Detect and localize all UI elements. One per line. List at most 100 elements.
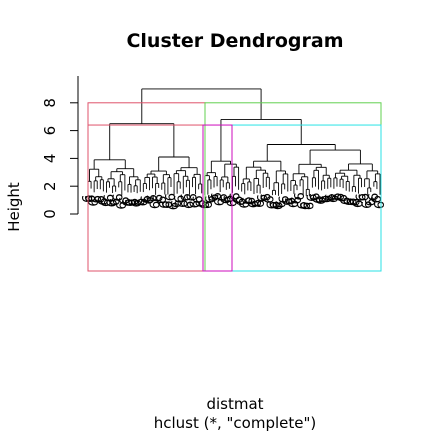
y-tick-label: 6: [41, 126, 59, 136]
leaf-label: 6: [262, 195, 277, 203]
leaf-label: 6: [336, 194, 351, 202]
leaf-label: 6: [210, 192, 225, 200]
leaf-label: 6: [222, 195, 237, 203]
leaf-label: 6: [265, 201, 280, 209]
leaf-label: 6: [149, 201, 164, 209]
leaf-label: 6: [238, 200, 253, 208]
dendrogram-tree: [87, 88, 381, 196]
leaf-label: 6: [275, 200, 290, 208]
leaf-label: 6: [112, 193, 127, 201]
leaf-label: 6: [124, 199, 139, 207]
leaf-label: 6: [250, 199, 265, 207]
leaf-label: 6: [339, 197, 354, 205]
cluster-rectangles: [87, 102, 382, 272]
leaf-label: 6: [281, 197, 296, 205]
cluster-5-rect: [202, 124, 233, 272]
leaf-label: 6: [235, 198, 250, 206]
leaf-label: 6: [127, 198, 142, 206]
leaf-label: 6: [308, 193, 323, 201]
leaf-label: 6: [225, 199, 240, 207]
leaf-label: 6: [164, 193, 179, 201]
leaf-label: 6: [342, 198, 357, 206]
leaf-label: 6: [170, 200, 185, 208]
leaf-label: 6: [136, 198, 151, 206]
leaf-label: 6: [345, 198, 360, 206]
leaf-label: 6: [229, 192, 244, 200]
leaf-label: 6: [324, 193, 339, 201]
leaf-label: 6: [296, 201, 311, 209]
leaf-label: 6: [99, 199, 114, 207]
leaf-label: 6: [155, 196, 170, 204]
y-tick-label: 4: [41, 154, 59, 164]
leaf-label: 6: [142, 196, 157, 204]
leaf-label: 6: [361, 201, 376, 209]
leaf-label: 6: [118, 196, 133, 204]
leaf-label: 6: [84, 195, 99, 203]
leaf-label: 6: [232, 196, 247, 204]
leaf-label: 6: [241, 196, 256, 204]
leaf-label: 6: [103, 194, 118, 202]
leaf-label: 6: [364, 198, 379, 206]
chart-title: Cluster Dendrogram: [126, 30, 343, 52]
leaf-label: 6: [355, 193, 370, 201]
y-tick-label: 2: [41, 181, 59, 191]
leaf-label: 6: [109, 198, 124, 206]
leaf-label: 6: [133, 198, 148, 206]
leaf-label: 6: [278, 195, 293, 203]
leaf-label: 6: [161, 201, 176, 209]
leaf-label: 6: [186, 193, 201, 201]
leaf-label: 6: [284, 197, 299, 205]
leaf-label: 6: [302, 202, 317, 210]
leaf-label: 6: [367, 193, 382, 201]
leaf-label: 6: [158, 201, 173, 209]
leaf-label: 6: [204, 195, 219, 203]
leaf-label: 6: [219, 196, 234, 204]
leaf-label: 6: [167, 202, 182, 210]
leaf-label: 6: [293, 192, 308, 200]
leaf-label: 6: [272, 202, 287, 210]
leaf-label: 6: [182, 201, 197, 209]
leaf-label: 6: [256, 194, 271, 202]
leaf-label: 6: [130, 199, 145, 207]
leaf-label: 6: [139, 195, 154, 203]
leaf-label: 6: [173, 195, 188, 203]
leaf-label: 6: [152, 194, 167, 202]
leaf-label: 6: [213, 198, 228, 206]
leaf-label: 6: [93, 195, 108, 203]
leaf-label: 6: [327, 195, 342, 203]
y-tick-label: 0: [41, 209, 59, 219]
x-axis-label: distmat: [206, 395, 263, 413]
leaf-label: 6: [370, 195, 385, 203]
leaf-label: 6: [287, 200, 302, 208]
leaf-label: 6: [244, 197, 259, 205]
leaf-label: 6: [96, 197, 111, 205]
leaf-label: 6: [330, 193, 345, 201]
leaf-label: 6: [195, 199, 210, 207]
leaf-label: 6: [351, 200, 366, 208]
leaf-label: 6: [90, 195, 105, 203]
leaf-label: 6: [348, 198, 363, 206]
leaf-label: 6: [259, 193, 274, 201]
leaf-label: 6: [333, 193, 348, 201]
y-axis: 0 2 4 6 8: [41, 76, 79, 219]
y-tick-label: 8: [41, 98, 59, 108]
leaf-label: 6: [299, 202, 314, 210]
leaf-label: 6: [121, 198, 136, 206]
leaf-label: 6: [189, 200, 204, 208]
leaf-label: 6: [106, 199, 121, 207]
leaf-label: 6: [207, 194, 222, 202]
leaf-label: 6: [179, 193, 194, 201]
leaf-label: 6: [290, 196, 305, 204]
leaf-label: 6: [321, 195, 336, 203]
y-axis-label: Height: [5, 182, 23, 232]
leaf-labels: 6666666666666666666666666666666666666666…: [81, 192, 388, 210]
leaf-label: 6: [247, 200, 262, 208]
leaf-label: 6: [268, 201, 283, 209]
leaf-label: 6: [253, 200, 268, 208]
leaf-label: 6: [87, 198, 102, 206]
leaf-label: 6: [176, 200, 191, 208]
leaf-label: 6: [318, 195, 333, 203]
leaf-label: 6: [216, 193, 231, 201]
leaf-label: 6: [192, 195, 207, 203]
